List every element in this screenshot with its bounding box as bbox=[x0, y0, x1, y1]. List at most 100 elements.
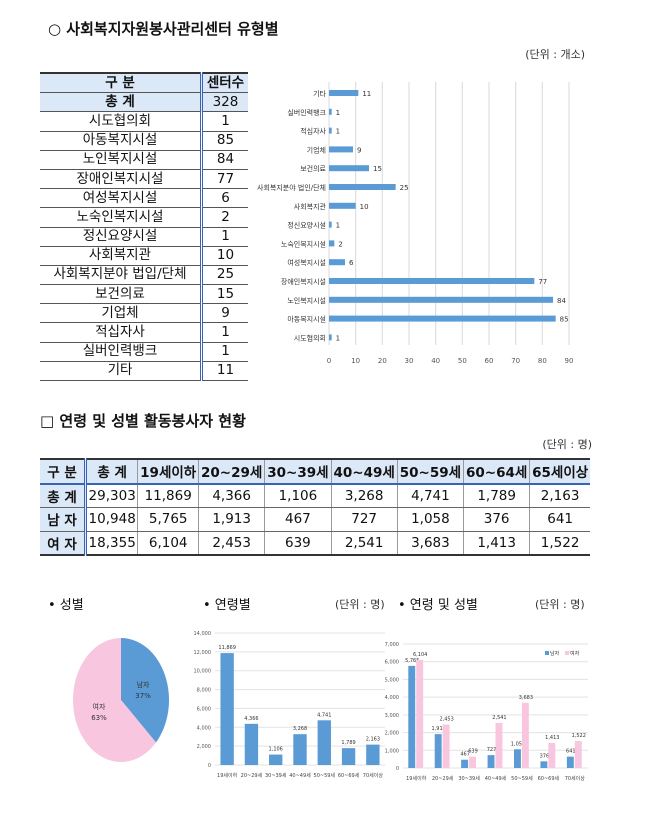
bar bbox=[244, 723, 259, 765]
table-cell: 84 bbox=[199, 150, 248, 170]
table-cell: 2,541 bbox=[330, 531, 398, 556]
bar bbox=[341, 748, 356, 765]
data-label: 2,163 bbox=[366, 737, 380, 743]
section2-title: □ 연령 및 성별 활동봉사자 현황 bbox=[40, 412, 246, 430]
table-cell: 727 bbox=[330, 507, 398, 532]
table-row: 장애인복지시설 77 bbox=[40, 169, 248, 190]
table-cell: 실버인력뱅크 bbox=[40, 342, 202, 362]
y-tick-label: 0 bbox=[208, 763, 211, 769]
x-tick-label: 30~39세 bbox=[265, 772, 287, 779]
data-label: 4,741 bbox=[317, 712, 331, 718]
pie-slice bbox=[72, 638, 156, 762]
bar bbox=[408, 665, 416, 768]
data-label: 2,453 bbox=[439, 717, 453, 723]
table-cell: 정신요양시설 bbox=[40, 227, 202, 247]
category-label: 사회복지분야 법인/단체 bbox=[257, 183, 326, 192]
x-tick-label: 60 bbox=[485, 357, 494, 365]
table-row: 여 자 18,355 6,104 2,453 639 2,541 3,683 1,413 1,5… bbox=[40, 531, 590, 556]
slice-label: 여자 bbox=[93, 702, 106, 711]
table-cell: 기타 bbox=[40, 361, 202, 382]
x-tick-label: 40 bbox=[431, 357, 440, 365]
table-cell: 10 bbox=[199, 246, 248, 266]
pie-slice bbox=[121, 638, 169, 743]
x-tick-label: 60~69세 bbox=[538, 775, 560, 782]
data-label: 1,522 bbox=[572, 733, 586, 739]
age-gender-unit: (단위 : 명) bbox=[535, 598, 585, 611]
data-label: 1,913 bbox=[432, 726, 446, 732]
data-label: 2,541 bbox=[492, 715, 506, 721]
table-cell: 77 bbox=[199, 169, 248, 190]
x-tick-label: 10 bbox=[351, 357, 360, 365]
table-cell: 29,303 bbox=[83, 483, 138, 508]
data-label: 9 bbox=[357, 146, 361, 154]
table-cell: 50~59세 bbox=[396, 458, 464, 485]
x-tick-label: 70세이상 bbox=[565, 775, 586, 782]
x-tick-label: 30~39세 bbox=[458, 775, 480, 782]
center-type-table: 구 분 센터수 총 계 328 시도협의회 1 아동복지시설 85 노인복지시설 84 장애인복지시… bbox=[40, 72, 248, 382]
section1-unit: (단위 : 개소) bbox=[525, 48, 585, 61]
data-label: 1,413 bbox=[545, 735, 559, 741]
x-tick-label: 50~59세 bbox=[511, 775, 533, 782]
table-cell: 여 자 bbox=[40, 531, 86, 556]
table-row: 노인복지시설 84 bbox=[40, 150, 248, 170]
y-tick-label: 5,000 bbox=[385, 677, 399, 683]
table-row: 남 자 10,948 5,765 1,913 467 727 1,058 376 641 bbox=[40, 507, 590, 532]
table-cell: 노인복지시설 bbox=[40, 150, 202, 170]
data-label: 6,104 bbox=[413, 652, 427, 658]
table-cell: 467 bbox=[264, 507, 332, 532]
section2-unit: (단위 : 명) bbox=[542, 438, 592, 451]
y-tick-label: 4,000 bbox=[385, 695, 399, 701]
table-cell: 639 bbox=[264, 531, 332, 556]
x-tick-label: 60~69세 bbox=[338, 772, 360, 779]
table-cell: 노숙인복지시설 bbox=[40, 207, 202, 228]
category-label: 노숙인복지시설 bbox=[281, 239, 326, 248]
table-cell: 328 bbox=[199, 92, 248, 113]
table-row: 정신요양시설 1 bbox=[40, 227, 248, 247]
bar bbox=[329, 315, 556, 322]
x-tick-label: 90 bbox=[565, 357, 574, 365]
data-label: 467 bbox=[460, 752, 470, 758]
slice-percent: 63% bbox=[91, 714, 107, 722]
bar bbox=[514, 749, 521, 768]
table-row: 총 계 29,303 11,869 4,366 1,106 3,268 4,741 1,789… bbox=[40, 483, 590, 508]
table-cell: 25 bbox=[199, 265, 248, 286]
data-label: 1 bbox=[336, 128, 340, 136]
table-cell: 1,106 bbox=[264, 483, 332, 508]
x-tick-label: 19세이하 bbox=[217, 772, 238, 779]
category-label: 아동복지시설 bbox=[287, 315, 326, 324]
data-label: 1 bbox=[336, 222, 340, 230]
table-cell: 기업체 bbox=[40, 303, 202, 324]
table-row: 적십자사 1 bbox=[40, 322, 248, 343]
table-cell: 1,913 bbox=[198, 507, 265, 532]
table-cell: 10,948 bbox=[83, 507, 138, 532]
category-label: 정신요양시설 bbox=[287, 221, 326, 230]
bar bbox=[329, 221, 332, 228]
table-cell: 사회복지관 bbox=[40, 246, 202, 266]
x-tick-label: 80 bbox=[538, 357, 547, 365]
category-label: 적십자사 bbox=[300, 127, 326, 136]
x-tick-label: 20~29세 bbox=[432, 775, 454, 782]
data-label: 2 bbox=[338, 240, 342, 248]
table-cell: 2,163 bbox=[529, 483, 590, 508]
table-cell: 1 bbox=[199, 111, 248, 132]
table-cell: 보건의료 bbox=[40, 284, 202, 305]
table-cell: 3,683 bbox=[396, 531, 464, 556]
table-cell: 5,765 bbox=[137, 507, 199, 532]
bar bbox=[469, 756, 476, 768]
y-tick-label: 6,000 bbox=[385, 660, 399, 666]
table-total-row: 총 계 328 bbox=[40, 92, 248, 113]
x-tick-label: 50~59세 bbox=[314, 772, 336, 779]
data-label: 727 bbox=[487, 747, 497, 753]
x-tick-label: 19세이하 bbox=[406, 775, 427, 782]
bar bbox=[416, 659, 424, 768]
data-label: 1 bbox=[336, 109, 340, 117]
table-cell: 총 계 bbox=[40, 92, 202, 113]
y-tick-label: 14,000 bbox=[194, 631, 212, 637]
table-cell: 여성복지시설 bbox=[40, 188, 202, 209]
data-label: 1 bbox=[336, 334, 340, 342]
bar bbox=[574, 741, 582, 768]
table-cell: 9 bbox=[199, 303, 248, 324]
category-label: 기업체 bbox=[307, 145, 326, 154]
